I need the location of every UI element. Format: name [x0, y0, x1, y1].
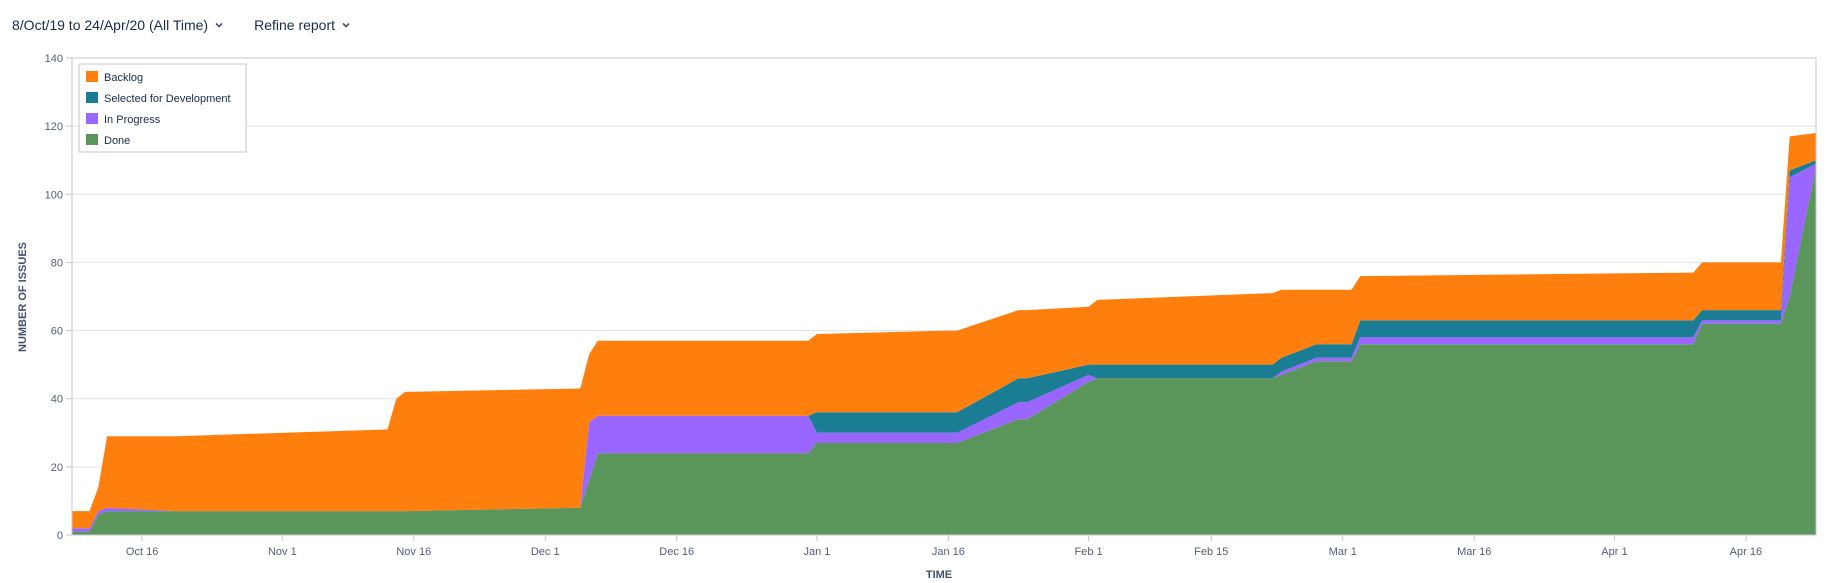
y-tick-label: 80 — [51, 257, 63, 269]
x-tick-label: Nov 16 — [396, 546, 431, 558]
x-axis-ticks: Oct 16 Nov 1 Nov 16 Dec 1 Dec 16 Jan 1 Jan 16 F… — [126, 535, 1762, 558]
area-done — [72, 167, 1816, 535]
report-toolbar: 8/Oct/19 to 24/Apr/20 (All Time) Refine … — [12, 14, 351, 36]
refine-report-dropdown[interactable]: Refine report — [254, 17, 351, 33]
plot-frame — [71, 57, 1817, 536]
y-tick-label: 120 — [45, 121, 63, 133]
x-tick-label: Mar 1 — [1329, 546, 1357, 558]
legend-swatch — [86, 113, 98, 124]
x-tick-label: Jan 1 — [803, 546, 830, 558]
x-tick-label: Dec 16 — [659, 546, 694, 558]
legend-swatch — [86, 134, 98, 145]
legend-label: Backlog — [104, 72, 143, 84]
legend-label: Done — [104, 135, 130, 147]
y-tick-label: 20 — [51, 462, 63, 474]
x-tick-label: Mar 16 — [1457, 546, 1491, 558]
area-backlog — [72, 133, 1816, 529]
date-range-label: 8/Oct/19 to 24/Apr/20 (All Time) — [12, 17, 209, 33]
x-tick-label: Dec 1 — [531, 546, 560, 558]
chart-legend: Backlog Selected for Development In Progre… — [78, 63, 247, 153]
refine-report-label: Refine report — [254, 17, 336, 33]
y-axis-title: NUMBER OF ISSUES — [17, 242, 29, 352]
x-tick-label: Feb 1 — [1075, 546, 1103, 558]
legend-swatch — [86, 71, 98, 82]
y-tick-label: 40 — [51, 394, 63, 406]
legend-swatch — [86, 92, 98, 103]
x-tick-label: Apr 1 — [1601, 546, 1627, 558]
chevron-down-icon — [215, 22, 223, 28]
x-axis-title: TIME — [926, 569, 952, 581]
legend-label: In Progress — [104, 114, 161, 126]
y-tick-label: 60 — [51, 326, 63, 338]
y-tick-label: 0 — [57, 530, 63, 542]
legend-label: Selected for Development — [104, 93, 231, 105]
legend-box — [78, 63, 247, 153]
y-axis-ticks: 0 20 40 60 80 100 120 140 — [45, 53, 72, 542]
y-tick-label: 100 — [45, 189, 63, 201]
x-tick-label: Nov 1 — [268, 546, 297, 558]
chevron-down-icon — [342, 22, 350, 28]
chart-areas — [72, 133, 1816, 535]
x-tick-label: Feb 15 — [1194, 546, 1228, 558]
x-tick-label: Jan 16 — [932, 546, 965, 558]
date-range-dropdown[interactable]: 8/Oct/19 to 24/Apr/20 (All Time) — [12, 17, 224, 33]
x-tick-label: Oct 16 — [126, 546, 158, 558]
x-tick-label: Apr 16 — [1730, 546, 1762, 558]
y-tick-label: 140 — [45, 53, 63, 65]
